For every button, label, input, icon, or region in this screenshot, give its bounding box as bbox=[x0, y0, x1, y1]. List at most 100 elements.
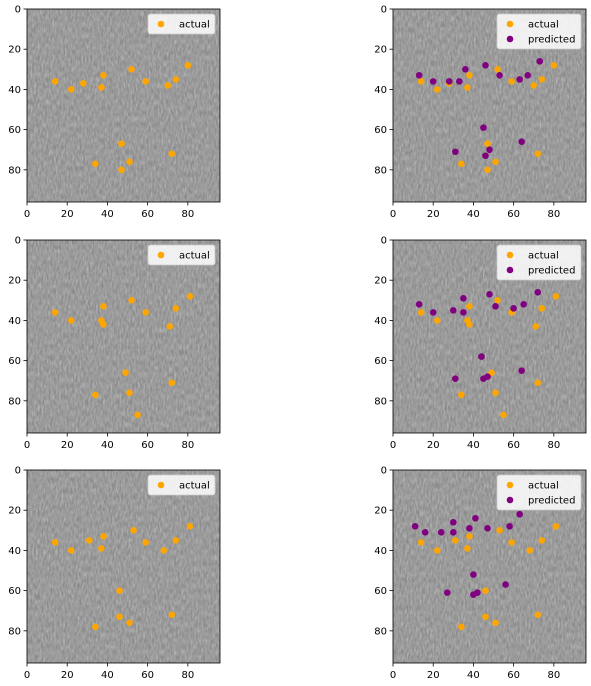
predicted-point bbox=[462, 66, 469, 73]
actual-point bbox=[482, 587, 489, 594]
predicted-point bbox=[480, 124, 487, 131]
predicted-point bbox=[478, 353, 485, 360]
actual-point bbox=[496, 527, 503, 534]
predicted-point bbox=[415, 72, 423, 79]
legend-box bbox=[496, 474, 582, 511]
predicted-point bbox=[466, 525, 473, 532]
actual-point bbox=[51, 78, 59, 85]
predicted-point bbox=[484, 525, 491, 532]
predicted-point bbox=[486, 146, 493, 154]
x-tick-label: 40 bbox=[467, 440, 480, 451]
actual-point bbox=[186, 522, 194, 530]
axes-frame bbox=[392, 239, 587, 434]
legend-box bbox=[147, 13, 216, 35]
legend-label-predicted: predicted bbox=[528, 266, 575, 277]
actual-point bbox=[534, 150, 542, 158]
x-tick-label: 80 bbox=[547, 440, 560, 451]
actual-point bbox=[534, 611, 542, 619]
x-tick-label: 60 bbox=[507, 670, 520, 681]
predicted-point bbox=[510, 305, 517, 312]
actual-point bbox=[126, 158, 133, 166]
actual-point bbox=[168, 611, 176, 619]
predicted-point bbox=[450, 529, 457, 536]
predicted-point bbox=[518, 138, 525, 145]
predicted-point bbox=[492, 303, 499, 310]
y-tick-label: 40 bbox=[8, 316, 21, 327]
x-tick-label: 80 bbox=[181, 670, 194, 681]
y-tick-label: 40 bbox=[374, 85, 387, 96]
legend-label-actual: actual bbox=[179, 251, 210, 262]
y-tick-label: 0 bbox=[381, 5, 387, 16]
actual-point bbox=[86, 537, 93, 544]
axes-frame bbox=[392, 469, 587, 664]
actual-point bbox=[417, 309, 425, 316]
predicted-point bbox=[460, 295, 467, 302]
legend-label-predicted: predicted bbox=[528, 35, 575, 46]
actual-point bbox=[128, 66, 135, 73]
actual-point bbox=[464, 545, 471, 552]
face-image-texture bbox=[27, 240, 220, 433]
x-tick-label: 20 bbox=[427, 209, 440, 220]
y-tick-label: 0 bbox=[381, 236, 387, 247]
actual-point bbox=[122, 369, 129, 376]
y-tick-label: 40 bbox=[374, 546, 387, 557]
subplot-5: 0 20 40 60 80 0 20 40 60 80 actual bbox=[8, 466, 221, 681]
actual-point bbox=[142, 539, 149, 546]
actual-point bbox=[172, 76, 180, 83]
predicted-point bbox=[496, 72, 503, 79]
x-tick-label: 60 bbox=[507, 209, 520, 220]
legend: actual bbox=[147, 13, 216, 35]
x-tick-label: 60 bbox=[141, 440, 154, 451]
actual-point bbox=[494, 297, 501, 304]
y-tick-label: 0 bbox=[15, 236, 21, 247]
legend-marker-predicted bbox=[506, 496, 514, 504]
predicted-point bbox=[502, 581, 509, 588]
y-tick-label: 40 bbox=[8, 546, 21, 557]
x-tick-label: 40 bbox=[101, 440, 114, 451]
legend: actual bbox=[147, 244, 216, 266]
legend-box bbox=[147, 474, 216, 496]
predicted-point bbox=[482, 152, 489, 160]
legend-label-actual: actual bbox=[528, 20, 559, 31]
actual-point bbox=[530, 82, 538, 89]
actual-point bbox=[433, 86, 441, 93]
actual-point bbox=[172, 305, 180, 312]
predicted-point bbox=[484, 373, 491, 381]
actual-point bbox=[508, 539, 515, 546]
actual-point bbox=[118, 140, 125, 147]
actual-point bbox=[466, 321, 473, 328]
legend-marker-actual bbox=[157, 481, 165, 489]
predicted-point bbox=[534, 288, 542, 296]
y-tick-label: 40 bbox=[374, 316, 387, 327]
actual-point bbox=[538, 76, 546, 83]
predicted-point bbox=[472, 514, 479, 522]
predicted-point bbox=[460, 309, 467, 316]
actual-point bbox=[51, 539, 59, 546]
predicted-point bbox=[421, 529, 429, 536]
subplot-3: 0 20 40 60 80 0 20 40 60 80 actual bbox=[8, 236, 221, 451]
actual-point bbox=[552, 292, 560, 300]
actual-point bbox=[532, 323, 540, 330]
predicted-point bbox=[486, 290, 493, 298]
actual-point bbox=[508, 78, 515, 85]
predicted-point bbox=[450, 307, 457, 314]
actual-point bbox=[100, 321, 107, 328]
predicted-point bbox=[429, 309, 437, 316]
x-tick-label: 20 bbox=[427, 670, 440, 681]
actual-point bbox=[466, 533, 473, 540]
actual-point bbox=[534, 379, 542, 387]
x-tick-label: 80 bbox=[181, 209, 194, 220]
actual-point bbox=[492, 158, 499, 166]
actual-point bbox=[142, 309, 149, 316]
legend-marker-actual bbox=[506, 251, 514, 259]
actual-point bbox=[482, 613, 489, 621]
x-tick-label: 40 bbox=[101, 670, 114, 681]
actual-point bbox=[79, 80, 87, 87]
actual-point bbox=[100, 303, 107, 310]
legend-marker-predicted bbox=[506, 35, 514, 43]
x-tick-label: 0 bbox=[390, 670, 396, 681]
actual-point bbox=[492, 389, 499, 397]
y-tick-label: 80 bbox=[8, 396, 21, 407]
y-tick-label: 60 bbox=[374, 356, 387, 367]
